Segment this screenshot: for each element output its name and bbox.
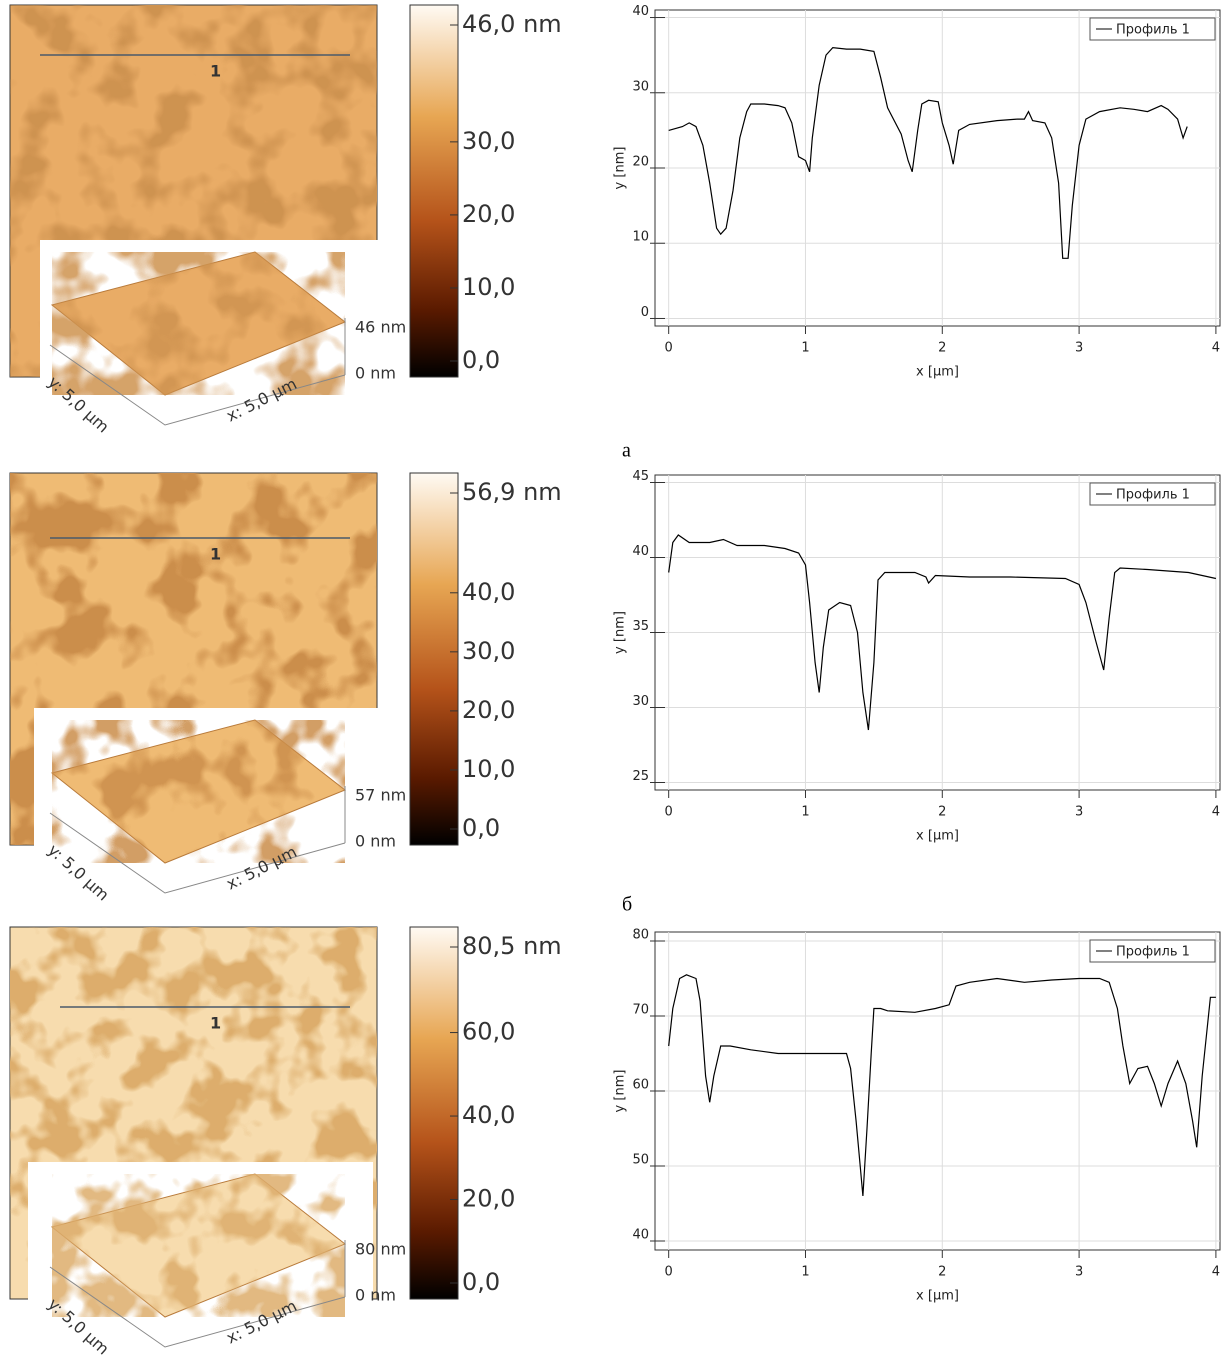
inset-axes [49,1266,346,1348]
inset-z-min: 0 nm [355,364,396,383]
y-tick-label: 40 [632,1228,649,1243]
x-tick-label: 1 [801,1265,809,1280]
x-axis-label: x [µm] [916,1289,959,1304]
x-tick-label: 2 [938,805,946,820]
inset-z-min: 0 nm [355,1286,396,1305]
colorbar [409,926,459,1300]
legend-label: Профиль 1 [1116,488,1190,503]
colorbar-label: 40,0 [462,578,515,606]
y-tick-label: 40 [632,544,649,559]
y-tick-label: 60 [632,1078,649,1093]
colorbar-label: 60,0 [462,1018,515,1046]
inset-z-max: 57 nm [355,786,406,805]
y-tick-label: 40 [632,4,649,19]
caption: б [622,894,632,916]
inset-z-max: 46 nm [355,318,406,337]
y-tick-label: 50 [632,1153,649,1168]
colorbar-label: 30,0 [462,127,515,155]
colorbar-label: 0,0 [462,346,500,374]
x-tick-label: 4 [1212,805,1220,820]
colorbar-label: 46,0 nm [462,10,562,38]
scan-label: 1 [210,1014,221,1033]
y-tick-label: 0 [641,305,649,320]
colorbar-label: 80,5 nm [462,932,562,960]
colorbar-label: 0,0 [462,1268,500,1296]
inset-z-min: 0 nm [355,832,396,851]
legend-label: Профиль 1 [1116,23,1190,38]
colorbar [409,4,459,378]
inset-axes [49,812,346,894]
y-axis-label: y [nm] [613,611,628,654]
inset-axes [49,344,346,426]
y-tick-label: 80 [632,928,649,943]
inset-z-max: 80 nm [355,1240,406,1259]
scan-label: 1 [210,545,221,564]
caption: а [622,440,631,462]
profile-line [668,534,1217,731]
colorbar-label: 20,0 [462,200,515,228]
x-tick-label: 0 [665,1265,673,1280]
colorbar [409,472,459,846]
y-tick-label: 70 [632,1003,649,1018]
y-tick-label: 35 [632,619,649,634]
scan-label: 1 [210,62,221,81]
x-tick-label: 2 [938,341,946,356]
y-tick-label: 45 [632,469,649,484]
legend-box [1089,17,1216,41]
y-tick-label: 30 [632,79,649,94]
y-tick-label: 25 [632,769,649,784]
colorbar-label: 30,0 [462,637,515,665]
colorbar-label: 56,9 nm [462,478,562,506]
x-axis-label: x [µm] [916,829,959,844]
x-tick-label: 3 [1075,341,1083,356]
x-tick-label: 1 [801,341,809,356]
colorbar-label: 40,0 [462,1101,515,1129]
legend-label: Профиль 1 [1116,945,1190,960]
colorbar-label: 20,0 [462,696,515,724]
colorbar-label: 0,0 [462,814,500,842]
x-tick-label: 0 [665,341,673,356]
colorbar-label: 20,0 [462,1185,515,1213]
colorbar-label: 10,0 [462,755,515,783]
profile-line [668,46,1188,259]
x-tick-label: 3 [1075,1265,1083,1280]
y-axis-label: y [nm] [613,147,628,190]
x-tick-label: 4 [1212,1265,1220,1280]
inset-texture [52,720,345,863]
y-axis-label: y [nm] [613,1070,628,1113]
inset-texture [52,252,345,395]
x-axis-label: x [µm] [916,365,959,380]
x-tick-label: 3 [1075,805,1083,820]
x-tick-label: 1 [801,805,809,820]
x-tick-label: 4 [1212,341,1220,356]
legend-box [1089,482,1216,506]
x-tick-label: 0 [665,805,673,820]
x-tick-label: 2 [938,1265,946,1280]
legend-box [1089,939,1216,963]
y-tick-label: 20 [632,155,649,170]
inset-texture [52,1174,345,1317]
colorbar-label: 10,0 [462,273,515,301]
profile-line [668,974,1216,1197]
y-tick-label: 10 [632,230,649,245]
y-tick-label: 30 [632,694,649,709]
